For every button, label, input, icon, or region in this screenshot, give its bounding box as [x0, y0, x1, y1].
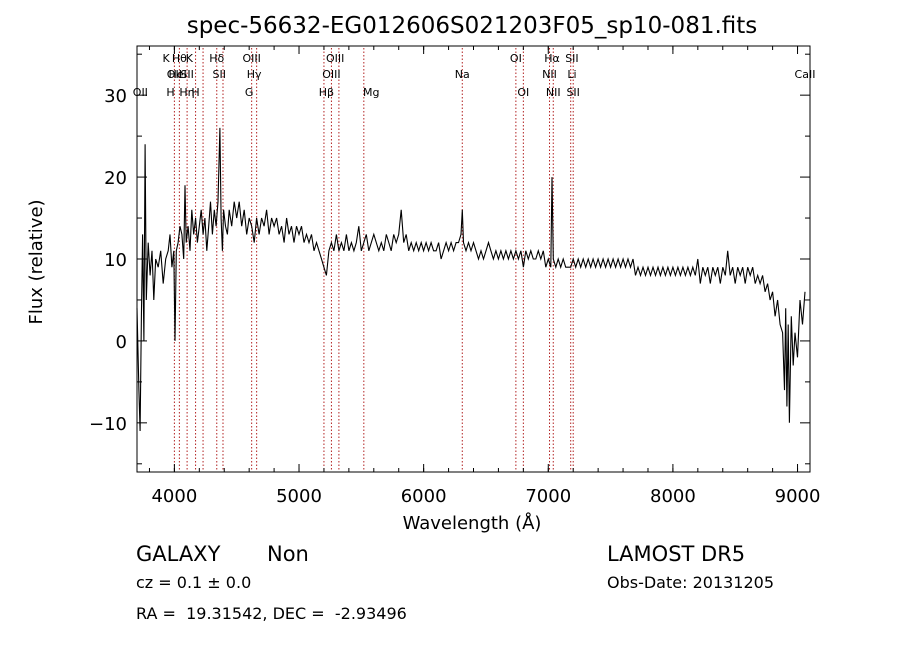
- line-label: NII: [542, 68, 557, 81]
- line-label: CaII: [795, 68, 816, 81]
- line-label: OI: [517, 86, 529, 99]
- line-label: Hδ: [209, 52, 224, 65]
- redshift-cz: cz = 0.1 ± 0.0: [136, 573, 252, 592]
- coordinates: RA = 19.31542, DEC = -2.93496: [136, 604, 407, 623]
- line-label: Mg: [363, 86, 379, 99]
- x-tick-label: 5000: [276, 486, 322, 507]
- line-label: Hθ: [172, 52, 187, 65]
- subclass: Non: [267, 542, 309, 566]
- obs-date: Obs-Date: 20131205: [607, 573, 775, 592]
- line-label: SII: [566, 86, 579, 99]
- line-label: K: [186, 52, 194, 65]
- line-label: H: [191, 86, 199, 99]
- line-label: OIII: [322, 68, 340, 81]
- x-tick-label: 4000: [151, 486, 197, 507]
- spectrum-line: [136, 127, 806, 432]
- line-label: OIII: [326, 52, 344, 65]
- line-label: H: [166, 86, 174, 99]
- line-label: Hβ: [319, 86, 334, 99]
- line-label: SII: [565, 52, 578, 65]
- y-axis-label: Flux (relative): [26, 199, 47, 324]
- line-label: Hγ: [247, 68, 262, 81]
- line-label: NII: [546, 86, 561, 99]
- line-label: Li: [567, 68, 576, 81]
- line-label: K: [163, 52, 171, 65]
- y-tick-label: 0: [116, 332, 127, 353]
- chart-title: spec-56632-EG012606S021203F05_sp10-081.f…: [187, 13, 758, 39]
- line-label: SII: [180, 68, 193, 81]
- y-tick-label: 30: [104, 86, 127, 107]
- line-label: SII: [213, 68, 226, 81]
- x-tick-label: 6000: [401, 486, 447, 507]
- line-label: OIII: [242, 52, 260, 65]
- line-markers: [173, 48, 574, 472]
- y-tick-label: −10: [89, 414, 127, 435]
- x-tick-label: 7000: [525, 486, 571, 507]
- line-label: OI: [510, 52, 522, 65]
- line-label: OII: [167, 68, 182, 81]
- y-tick-label: 10: [104, 250, 127, 271]
- line-label: Hη: [179, 86, 194, 99]
- line-label: OII: [133, 86, 148, 99]
- x-tick-label: 8000: [650, 486, 696, 507]
- line-label: Na: [455, 68, 470, 81]
- y-tick-label: 20: [104, 168, 127, 189]
- y-axis-ticks: −10 0 10 20 30: [89, 53, 810, 465]
- x-axis-ticks: 4000 5000 6000 7000 8000 9000: [148, 46, 821, 507]
- object-type: GALAXY: [136, 542, 221, 566]
- x-tick-label: 9000: [775, 486, 821, 507]
- line-annotations: OIIKHOIIHeIHθHηSIIKHHδSIIOIIIHγGOIIIOIII…: [133, 52, 816, 99]
- survey-name: LAMOST DR5: [607, 542, 746, 566]
- line-label: HeI: [168, 68, 186, 81]
- plot-frame: [136, 45, 811, 473]
- line-label: Hα: [544, 52, 560, 65]
- x-axis-label: Wavelength (Å): [403, 512, 542, 534]
- line-label: G: [245, 86, 254, 99]
